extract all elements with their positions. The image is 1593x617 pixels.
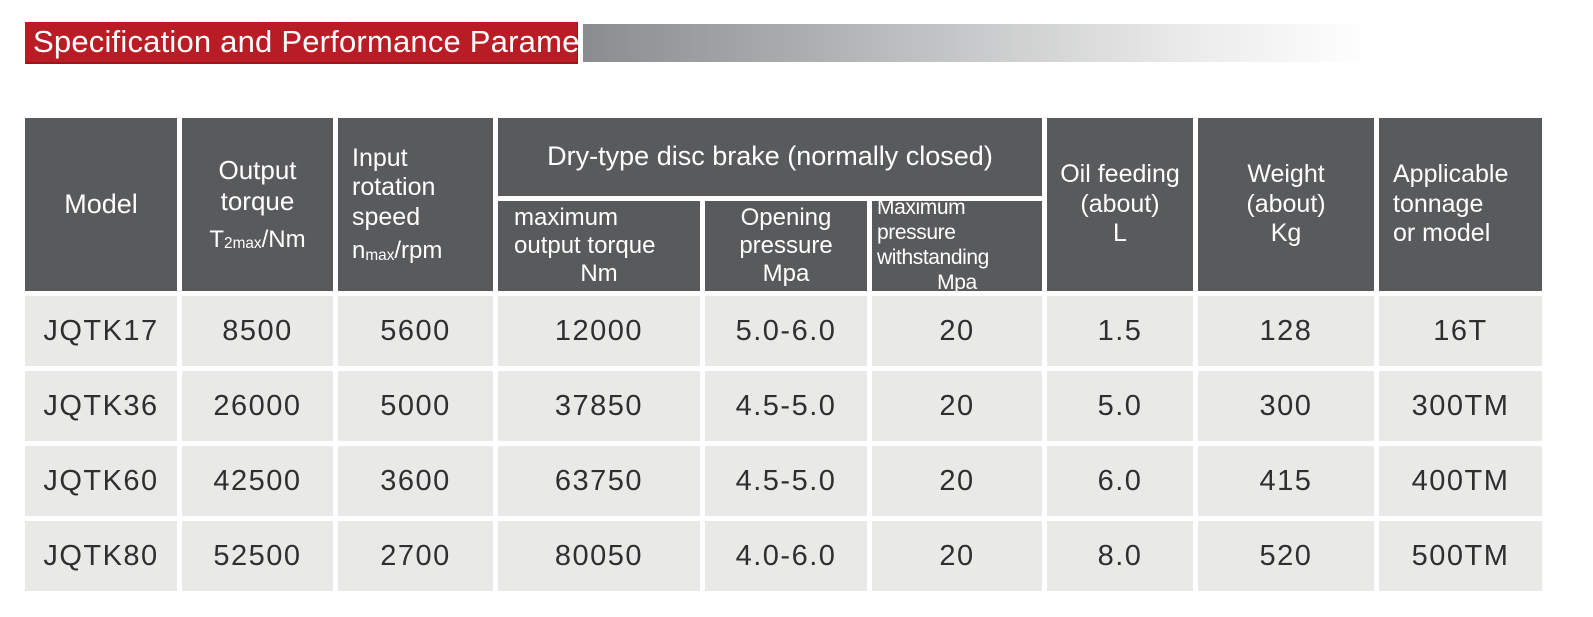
header-label: speed — [352, 202, 421, 231]
cell-applicable: 16T — [1379, 296, 1542, 366]
header-label: (about) — [1246, 189, 1326, 218]
cell-opening-pressure: 4.0-6.0 — [705, 521, 867, 591]
cell-weight: 415 — [1198, 446, 1374, 516]
header-weight: Weight (about) Kg — [1198, 118, 1374, 291]
cell-output-torque: 8500 — [182, 296, 333, 366]
header-label: Input — [352, 143, 408, 172]
cell-max-pressure: 20 — [872, 446, 1042, 516]
cell-max-output-torque: 63750 — [498, 446, 700, 516]
input-speed-symbol: nmax/rpm — [352, 237, 443, 265]
header-model: Model — [25, 118, 177, 291]
cell-oil-feeding: 1.5 — [1047, 296, 1193, 366]
output-torque-symbol: T2max/Nm — [209, 225, 306, 253]
cell-input-speed: 2700 — [338, 521, 493, 591]
header-unit: Mpa — [762, 260, 810, 288]
header-label: withstanding — [877, 246, 989, 269]
header-unit: L — [1113, 219, 1127, 248]
decorative-gradient-bar — [583, 24, 1371, 62]
header-label: Applicable — [1393, 160, 1509, 189]
cell-max-pressure: 20 — [872, 521, 1042, 591]
page-title: Specification and Performance Parameters — [33, 24, 633, 59]
cell-model: JQTK17 — [25, 296, 177, 366]
header-brake-group: Dry-type disc brake (normally closed) — [498, 118, 1042, 196]
cell-max-output-torque: 80050 — [498, 521, 700, 591]
header-opening-pressure: Opening pressure Mpa — [705, 201, 867, 291]
cell-oil-feeding: 5.0 — [1047, 371, 1193, 441]
header-applicable-tonnage: Applicable tonnage or model — [1379, 118, 1542, 291]
cell-applicable: 400TM — [1379, 446, 1542, 516]
cell-model: JQTK36 — [25, 371, 177, 441]
header-label: Output — [218, 155, 297, 186]
header-label: maximum — [514, 203, 619, 231]
header-label: Maximum pressure — [877, 196, 966, 245]
cell-input-speed: 5600 — [338, 296, 493, 366]
cell-applicable: 300TM — [1379, 371, 1542, 441]
header-label: (about) — [1080, 189, 1160, 218]
header-max-pressure-withstanding: Maximum pressure withstanding Mpa — [872, 196, 1042, 294]
cell-oil-feeding: 8.0 — [1047, 521, 1193, 591]
cell-output-torque: 42500 — [182, 446, 333, 516]
cell-max-pressure: 20 — [872, 371, 1042, 441]
header-label: Oil feeding — [1060, 160, 1180, 189]
header-input-rotation-speed: Input rotation speed nmax/rpm — [338, 118, 493, 291]
header-unit: Kg — [1270, 219, 1302, 248]
header-output-torque: Output torque T2max/Nm — [182, 118, 333, 291]
cell-model: JQTK80 — [25, 521, 177, 591]
header-label: output torque — [514, 231, 656, 259]
cell-weight: 300 — [1198, 371, 1374, 441]
header-label: Model — [64, 188, 138, 219]
header-label: rotation — [352, 173, 436, 202]
header-label: Opening — [740, 203, 832, 231]
header-unit: Mpa — [937, 270, 977, 294]
cell-max-output-torque: 37850 — [498, 371, 700, 441]
cell-opening-pressure: 4.5-5.0 — [705, 446, 867, 516]
cell-weight: 520 — [1198, 521, 1374, 591]
header-label: or model — [1393, 219, 1491, 248]
cell-oil-feeding: 6.0 — [1047, 446, 1193, 516]
header-label: pressure — [739, 231, 833, 259]
specification-table: Model Output torque T2max/Nm Input rotat… — [25, 118, 1542, 591]
cell-output-torque: 52500 — [182, 521, 333, 591]
cell-input-speed: 5000 — [338, 371, 493, 441]
cell-weight: 128 — [1198, 296, 1374, 366]
cell-opening-pressure: 5.0-6.0 — [705, 296, 867, 366]
header-oil-feeding: Oil feeding (about) L — [1047, 118, 1193, 291]
header-label: Weight — [1247, 160, 1325, 189]
cell-max-output-torque: 12000 — [498, 296, 700, 366]
cell-max-pressure: 20 — [872, 296, 1042, 366]
cell-output-torque: 26000 — [182, 371, 333, 441]
cell-input-speed: 3600 — [338, 446, 493, 516]
header-label: tonnage — [1393, 189, 1484, 218]
cell-opening-pressure: 4.5-5.0 — [705, 371, 867, 441]
header-max-output-torque: maximum output torque Nm — [498, 201, 700, 291]
header-label: torque — [220, 185, 295, 216]
section-title-banner: Specification and Performance Parameters — [25, 22, 632, 64]
header-unit: Nm — [580, 260, 618, 288]
cell-applicable: 500TM — [1379, 521, 1542, 591]
header-label: Dry-type disc brake (normally closed) — [547, 141, 993, 172]
cell-model: JQTK60 — [25, 446, 177, 516]
